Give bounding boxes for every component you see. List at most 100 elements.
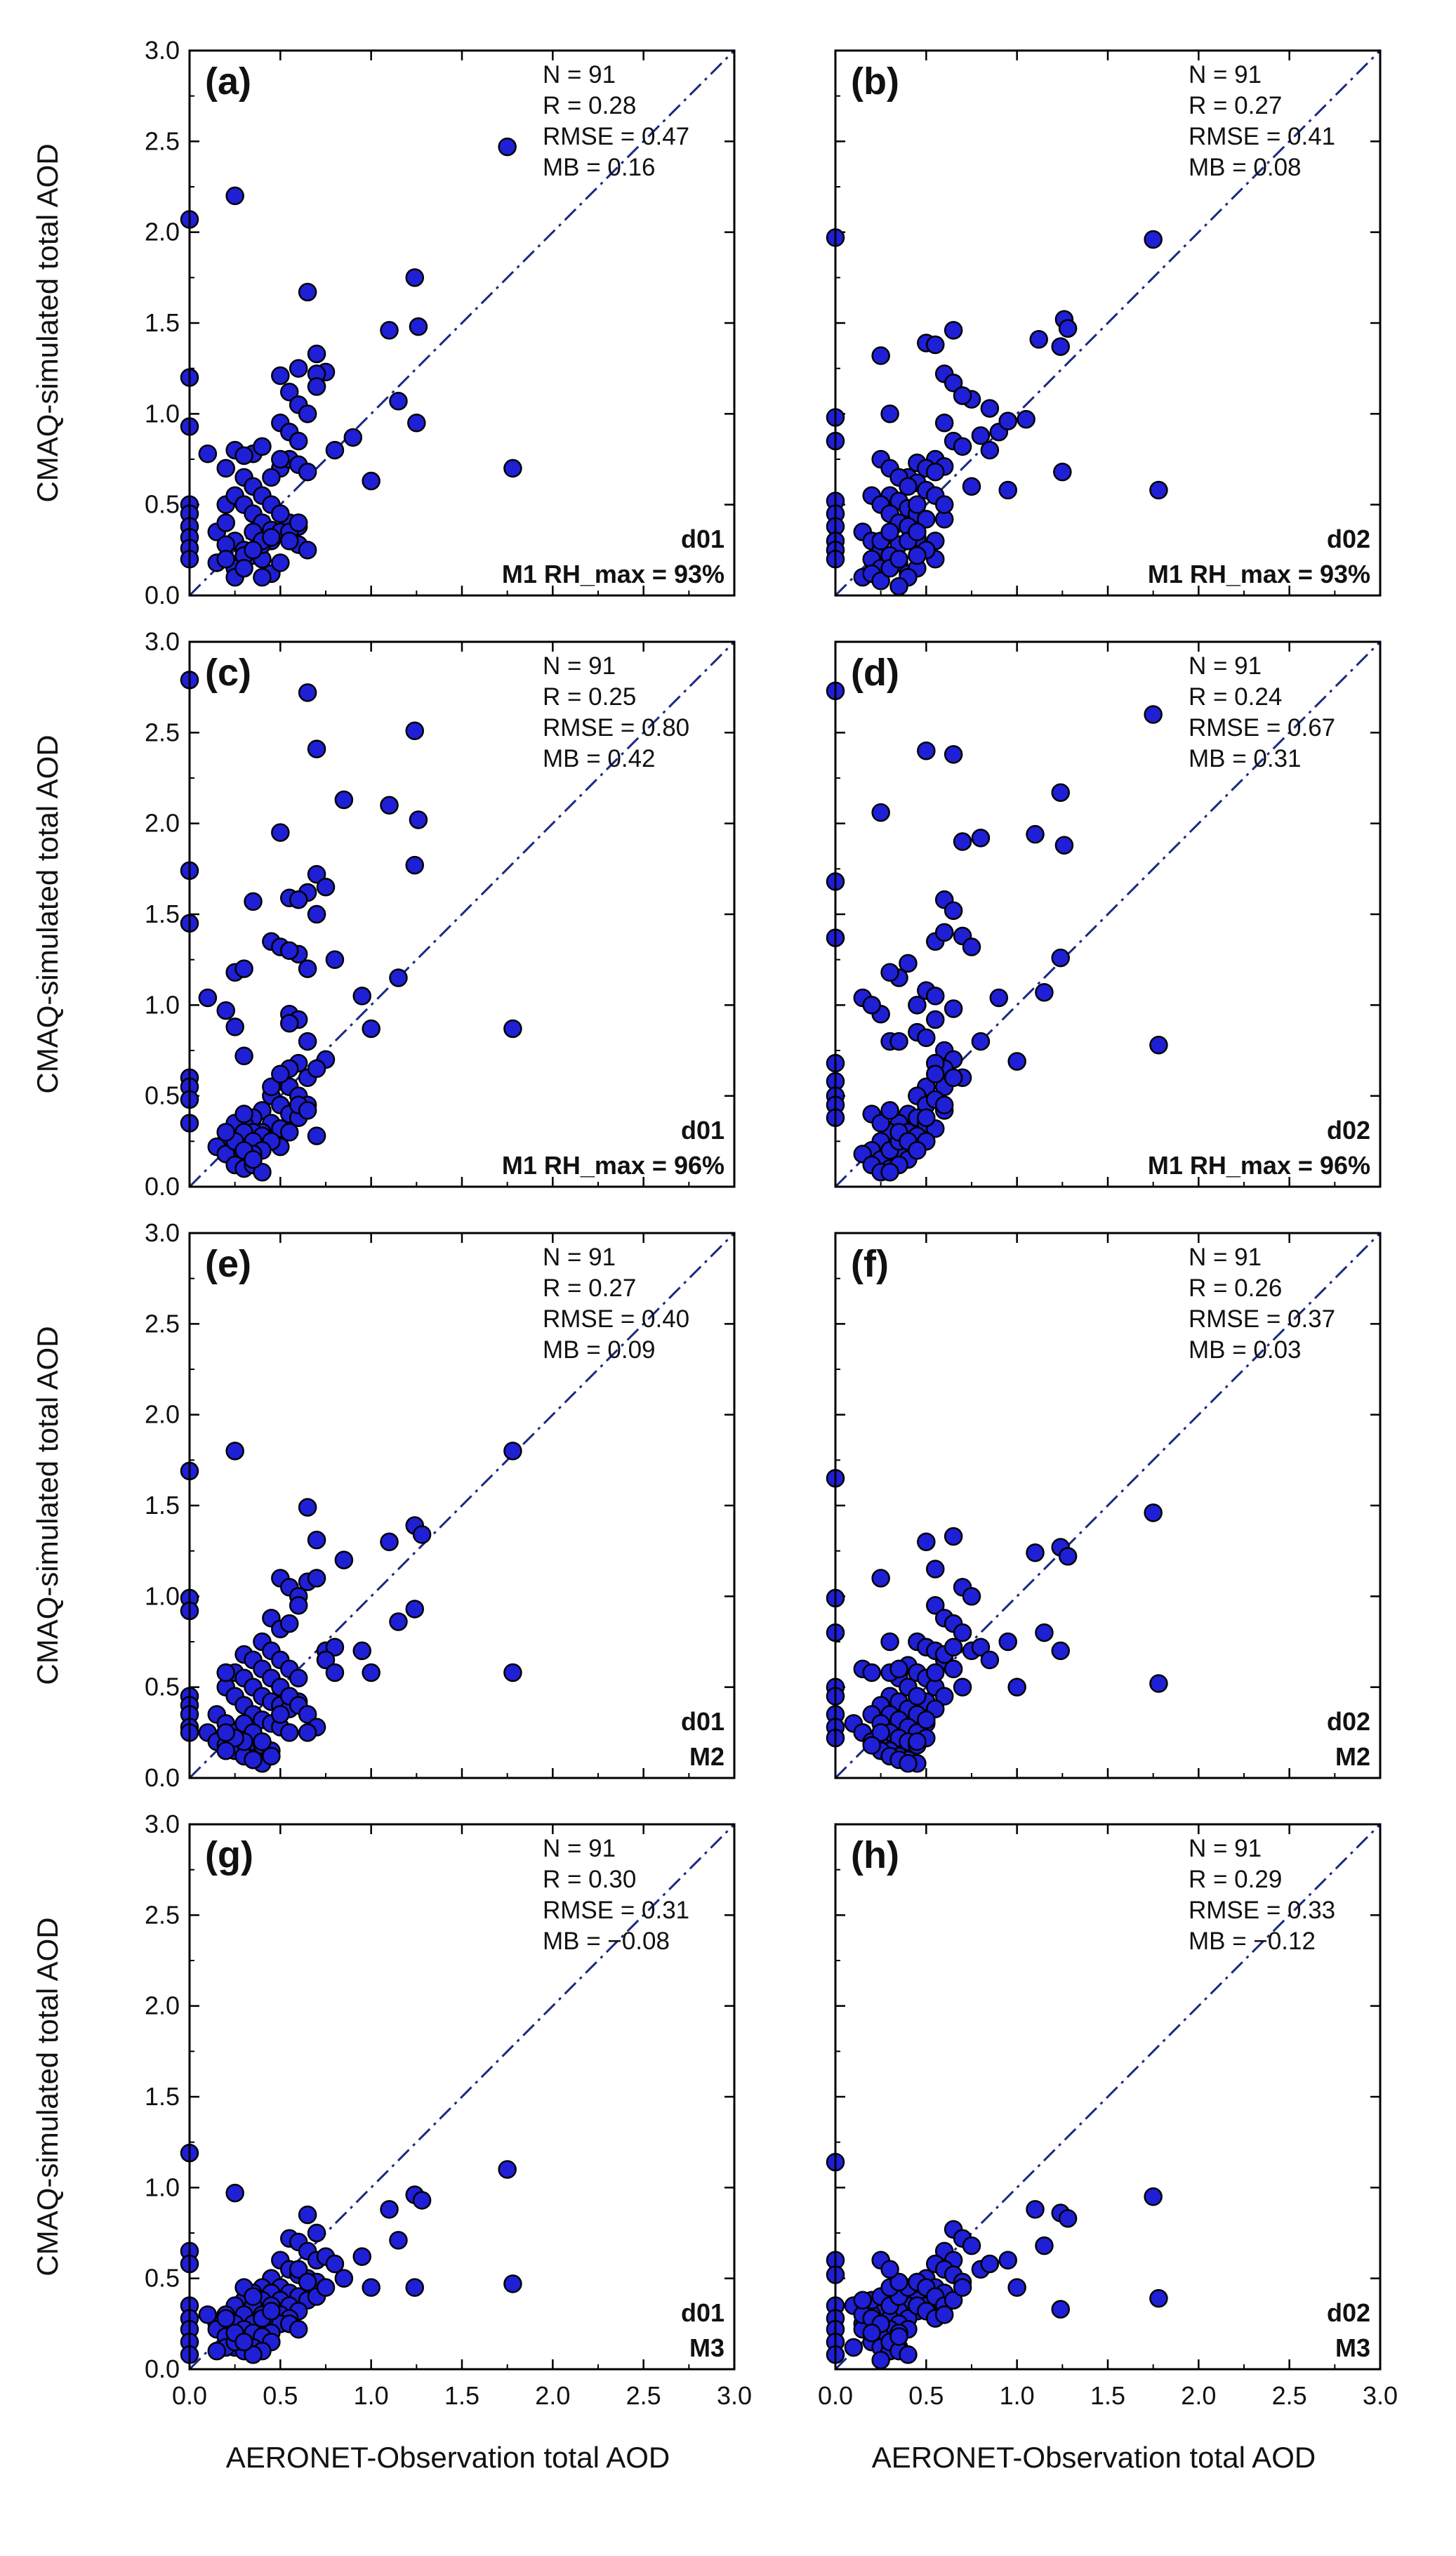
y-tick-label: 1.0 [145, 1581, 180, 1610]
y-tick-label: 1.5 [145, 308, 180, 337]
y-tick-label: 1.5 [145, 900, 180, 928]
stat-line: MB = 0.03 [1189, 1336, 1302, 1364]
data-point [926, 335, 945, 355]
panel-letter: (e) [205, 1243, 251, 1285]
data-point [280, 1614, 299, 1633]
data-point [962, 937, 981, 956]
data-point [280, 941, 299, 960]
data-point [216, 1123, 235, 1142]
data-point [253, 1732, 272, 1751]
panel-grid: 0.0 0.5 1.0 1.5 2.0 2.5 3.0 (a) N = 91 R = 0.28 RM… [145, 36, 1398, 2410]
stat-line: RMSE = 0.47 [543, 123, 689, 150]
data-point [862, 1736, 881, 1755]
data-point [1051, 948, 1070, 968]
data-point [216, 1741, 235, 1760]
data-point [871, 2350, 890, 2370]
data-point [853, 2291, 873, 2310]
data-point [944, 1638, 963, 1657]
corner-label: d02 [1327, 1707, 1370, 1736]
data-point [503, 1442, 522, 1461]
data-point [316, 877, 336, 897]
data-point [934, 2305, 954, 2324]
x-tick-label: 2.5 [1272, 2381, 1307, 2410]
data-point [405, 1600, 424, 1619]
data-point [944, 321, 963, 340]
y-tick-label: 2.0 [145, 218, 180, 246]
stat-line: RMSE = 0.31 [543, 1897, 689, 1924]
y-tick-label: 2.0 [145, 1991, 180, 2020]
data-point [934, 495, 954, 514]
data-point [289, 2319, 308, 2339]
data-point [917, 1532, 936, 1551]
y-tick-label: 0.0 [145, 2354, 180, 2383]
data-point [298, 1723, 317, 1742]
data-point [307, 344, 326, 364]
data-point [917, 741, 936, 760]
data-point [880, 522, 899, 541]
data-point [280, 532, 299, 551]
data-point [926, 1663, 945, 1682]
data-point [899, 2345, 918, 2364]
data-point [362, 471, 380, 491]
data-point [216, 550, 235, 569]
data-point [234, 446, 253, 466]
data-point [405, 268, 424, 287]
data-point [908, 1732, 927, 1751]
data-point [998, 2251, 1017, 2270]
corner-label: d01 [681, 525, 724, 553]
data-point [1058, 2209, 1078, 2228]
data-point [343, 428, 363, 447]
plot-frame [834, 1823, 1382, 2371]
data-point [1017, 409, 1035, 429]
data-point [262, 527, 281, 547]
y-tick-label: 0.5 [145, 1673, 180, 1701]
panel-letter: (a) [205, 60, 251, 103]
data-point [412, 1525, 432, 1544]
data-point [871, 803, 890, 822]
panel-h: 0.0 0.5 1.0 1.5 2.0 2.5 3.0 (h) N = 91 R = 0.29 RM… [818, 1823, 1398, 2410]
y-tick-label: 0.0 [145, 1763, 180, 1792]
data-point [325, 1663, 345, 1682]
y-tick-label: 3.0 [145, 1810, 180, 1838]
data-point [216, 2309, 235, 2328]
stat-line: N = 91 [543, 61, 616, 88]
data-point [1144, 2187, 1163, 2206]
panel-letter: (g) [205, 1834, 253, 1876]
data-point [225, 1017, 244, 1036]
y-tick-label: 2.5 [145, 126, 180, 155]
stat-line: R = 0.25 [543, 683, 636, 711]
data-point [325, 440, 345, 460]
data-point [216, 513, 235, 532]
data-point [307, 2223, 326, 2243]
panel-letter: (h) [851, 1834, 899, 1876]
data-point [298, 541, 317, 560]
stat-line: RMSE = 0.33 [1189, 1897, 1335, 1924]
data-point [1035, 2236, 1054, 2255]
data-point [971, 426, 991, 445]
x-tick-label: 1.0 [354, 2381, 389, 2410]
data-point [405, 855, 424, 875]
panel-f: (f) N = 91 R = 0.26 RMSE = 0.37 MB = 0.03 d02… [826, 1232, 1382, 1779]
data-point [216, 1663, 235, 1682]
data-point [980, 1650, 1000, 1670]
data-point [944, 1527, 963, 1546]
stat-line: MB = 0.42 [543, 745, 656, 772]
data-point [889, 577, 908, 596]
data-point [234, 2332, 253, 2352]
data-point [380, 1532, 399, 1551]
data-point [298, 1705, 317, 1724]
data-point [1051, 783, 1070, 802]
data-point [953, 386, 972, 405]
data-point [889, 2272, 908, 2292]
data-point [198, 2305, 218, 2324]
data-point [244, 541, 263, 560]
plot-frame [834, 640, 1382, 1188]
data-point [262, 1077, 281, 1096]
data-point [334, 1550, 354, 1569]
data-point [1007, 1052, 1026, 1071]
y-tick-label: 3.0 [145, 36, 180, 65]
x-axis-label: AERONET-Observation total AOD [872, 2441, 1316, 2474]
data-point [362, 1663, 380, 1682]
data-point [917, 1108, 936, 1127]
data-point [298, 2205, 317, 2225]
